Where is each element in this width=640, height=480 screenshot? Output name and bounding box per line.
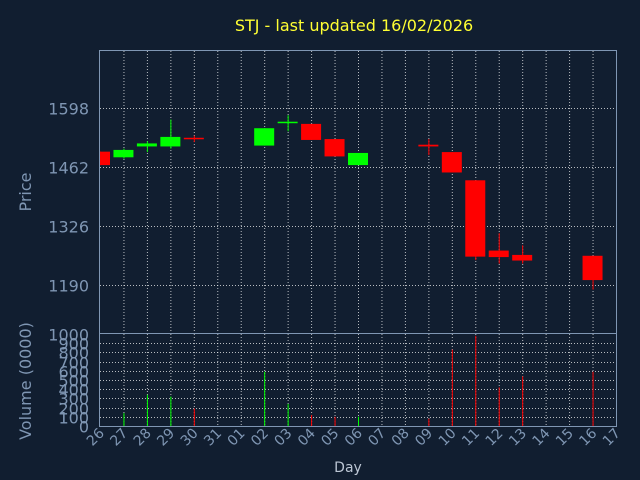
candle-body <box>441 152 462 173</box>
day-tick-label: 07 <box>365 426 389 450</box>
candle-body <box>348 152 368 166</box>
candle-body <box>512 254 533 261</box>
volume-tick-label: 100 <box>58 409 89 428</box>
candle-body <box>301 123 322 140</box>
x-axis-label: Day <box>334 460 362 476</box>
volume-bars <box>123 335 594 426</box>
day-tick-label: 14 <box>530 425 554 449</box>
volume-tick-label: 700 <box>58 354 89 373</box>
volume-tick-label: 400 <box>58 381 89 400</box>
candle-body <box>183 137 204 140</box>
volume-tick-label: 800 <box>58 344 89 363</box>
volume-tick-label: 200 <box>58 400 89 419</box>
candle-body <box>254 128 275 146</box>
day-tick-labels: 26 27 28 29 30 31 01 02 03 04 05 06 07 08 09 10 11 12 13 14… <box>84 425 624 449</box>
volume-tick-label: 500 <box>58 372 89 391</box>
day-tick-label: 28 <box>131 426 155 450</box>
day-tick-label: 03 <box>272 426 296 450</box>
price-grid <box>100 51 616 333</box>
price-axis-label: Price <box>16 172 35 211</box>
day-tick-label: 31 <box>201 426 225 450</box>
candle-body <box>113 149 134 158</box>
day-tick-label: 13 <box>506 426 530 450</box>
day-tick-label: 30 <box>178 426 202 450</box>
day-tick-label: 04 <box>295 425 319 449</box>
chart-title: STJ - last updated 16/02/2026 <box>235 16 473 35</box>
day-tick-label: 06 <box>342 425 366 449</box>
day-tick-label: 02 <box>248 426 272 450</box>
candles <box>100 115 603 290</box>
day-tick-label: 11 <box>459 426 483 450</box>
price-tick-labels: 1598 1462 1326 1190 <box>48 100 89 296</box>
candle-body <box>582 255 603 281</box>
day-tick-label: 09 <box>412 426 436 450</box>
price-tick-label: 1326 <box>48 218 89 237</box>
day-tick-label: 01 <box>225 426 249 450</box>
volume-plot-area <box>99 333 617 427</box>
candle-body <box>465 180 486 257</box>
candle-body <box>488 250 509 258</box>
day-tick-label: 10 <box>436 426 460 450</box>
day-tick-label: 05 <box>318 426 342 450</box>
volume-tick-label: 1000 <box>48 326 89 345</box>
day-tick-label: 16 <box>576 425 600 449</box>
price-tick-label: 1598 <box>48 100 89 119</box>
candle-body <box>277 121 298 124</box>
candle-body <box>100 151 110 166</box>
volume-axis-label: Volume (0000) <box>16 322 35 440</box>
candle-body <box>136 143 157 147</box>
day-tick-label: 08 <box>389 426 413 450</box>
price-tick-label: 1462 <box>48 159 89 178</box>
day-tick-label: 12 <box>483 426 507 450</box>
volume-tick-label: 300 <box>58 390 89 409</box>
price-tick-label: 1190 <box>48 277 89 296</box>
volume-tick-label: 0 <box>79 418 89 437</box>
day-tick-label: 15 <box>553 426 577 450</box>
candle-body <box>418 144 439 147</box>
day-tick-label: 27 <box>107 426 131 450</box>
day-tick-label: 29 <box>154 426 178 450</box>
volume-grid <box>100 334 616 426</box>
day-tick-label: 17 <box>600 426 624 450</box>
candle-body <box>324 139 345 157</box>
volume-tick-label: 600 <box>58 363 89 382</box>
candle-body <box>160 136 181 147</box>
volume-tick-label: 900 <box>58 335 89 354</box>
